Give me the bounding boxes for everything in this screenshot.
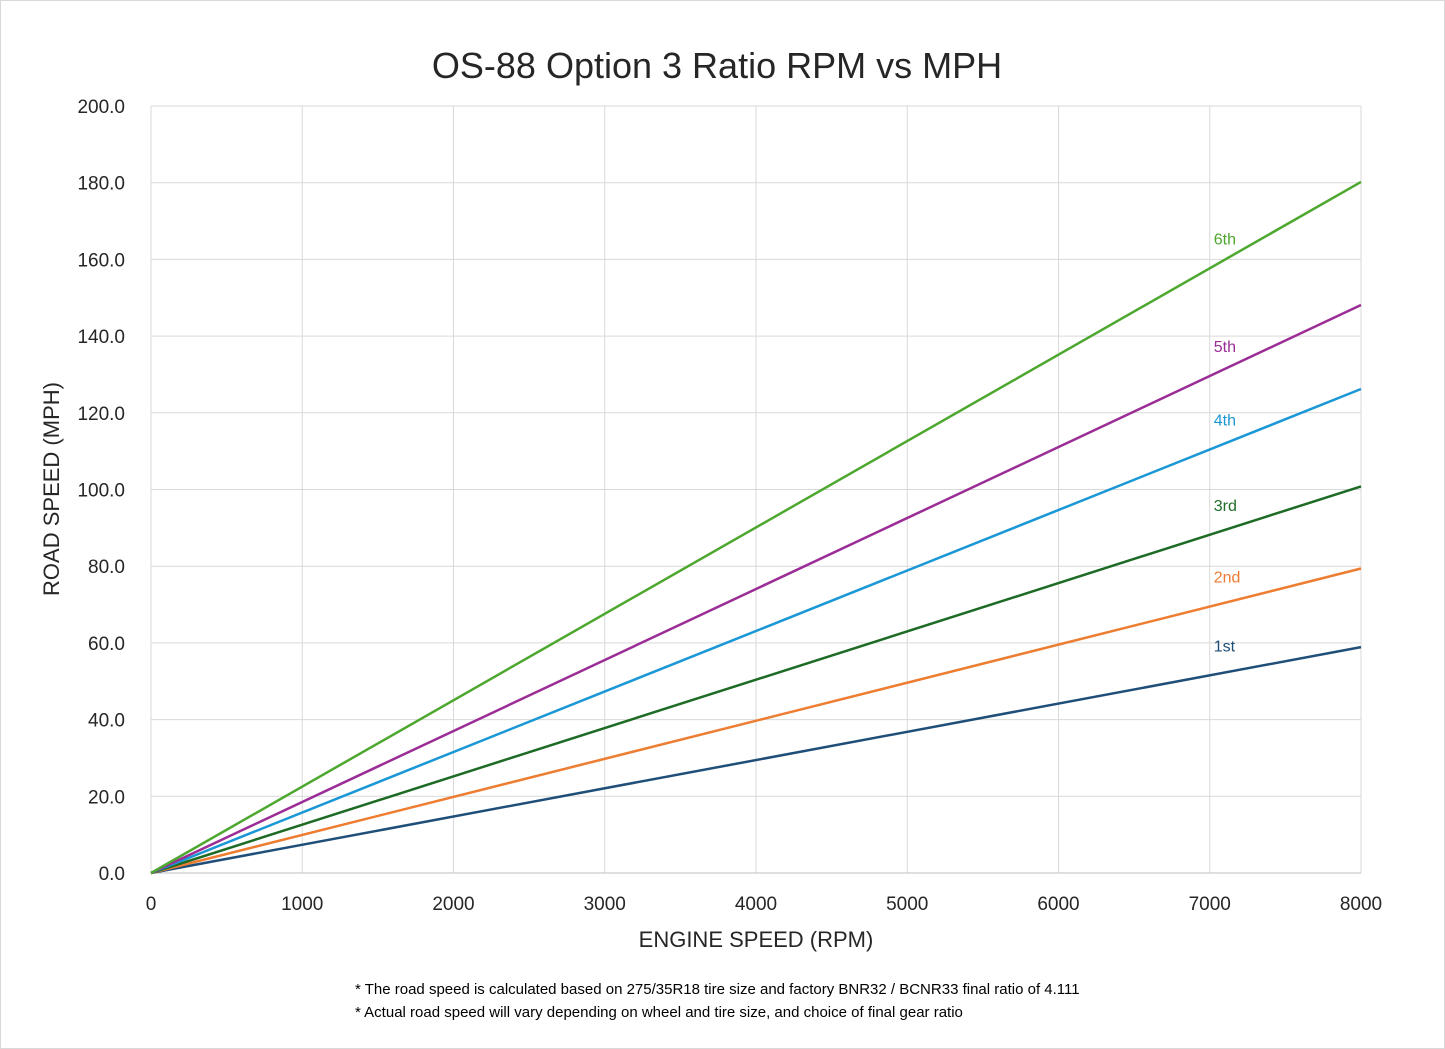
x-tick-label: 4000: [735, 894, 777, 915]
series-label-2nd: 2nd: [1214, 570, 1241, 587]
y-tick-label: 40.0: [88, 711, 125, 732]
y-tick-label: 100.0: [77, 481, 125, 502]
y-tick-label: 20.0: [88, 787, 125, 808]
series-label-4th: 4th: [1214, 413, 1236, 430]
x-tick-label: 2000: [432, 894, 474, 915]
y-tick-label: 120.0: [77, 404, 125, 425]
y-tick-labels: 0.0 20.0 40.0 60.0 80.0 100.0 120.0 140.0 160.0 1…: [77, 97, 125, 885]
series-line-6th: [150, 180, 1362, 875]
series-lines: [150, 180, 1362, 875]
x-tick-label: 6000: [1037, 894, 1079, 915]
x-axis-title: ENGINE SPEED (RPM): [639, 927, 874, 952]
y-tick-label: 80.0: [88, 557, 125, 578]
x-tick-label: 5000: [886, 894, 928, 915]
y-tick-label: 140.0: [77, 327, 125, 348]
x-tick-label: 3000: [584, 894, 626, 915]
y-tick-label: 160.0: [77, 250, 125, 271]
series-label-6th: 6th: [1214, 231, 1236, 248]
x-tick-labels: 0 1000 2000 3000 4000 5000 6000 7000 8000: [146, 894, 1382, 915]
series-label-5th: 5th: [1214, 339, 1236, 356]
series-label-3rd: 3rd: [1214, 498, 1237, 515]
footnote-1: * The road speed is calculated based on …: [355, 981, 1080, 998]
footnote-2: * Actual road speed will vary depending …: [355, 1004, 963, 1021]
x-tick-label: 0: [146, 894, 157, 915]
grid-lines: [150, 105, 1362, 874]
series-label-1st: 1st: [1214, 638, 1236, 655]
series-line-3rd: [150, 485, 1362, 875]
x-tick-label: 7000: [1189, 894, 1231, 915]
chart-title: OS-88 Option 3 Ratio RPM vs MPH: [432, 45, 1002, 86]
series-line-5th: [150, 303, 1362, 875]
y-tick-label: 200.0: [77, 97, 125, 118]
y-axis-title: ROAD SPEED (MPH): [39, 382, 64, 596]
series-line-2nd: [150, 567, 1362, 875]
series-line-4th: [150, 387, 1362, 875]
series-line-1st: [150, 645, 1362, 875]
x-tick-label: 1000: [281, 894, 323, 915]
series-labels: 1st 2nd 3rd 4th 5th 6th: [1214, 231, 1241, 655]
x-tick-label: 8000: [1340, 894, 1382, 915]
y-tick-label: 0.0: [99, 864, 125, 885]
y-tick-label: 180.0: [77, 174, 125, 195]
y-tick-label: 60.0: [88, 634, 125, 655]
